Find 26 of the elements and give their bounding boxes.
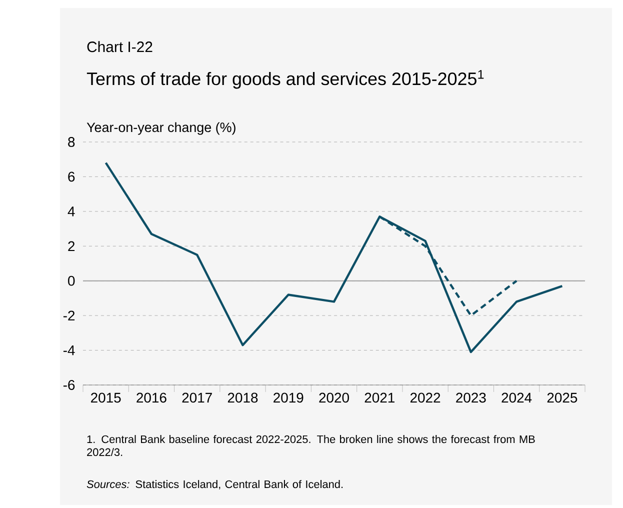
chart-title: Chart I-22 [87,41,152,52]
y-tick-label: 6 [68,172,75,182]
x-tick-label: 2024 [502,392,532,403]
y-tick-label: 0 [68,276,75,286]
x-tick-label: 2022 [410,392,440,403]
x-tick-label: 2017 [182,392,212,403]
line-series [104,162,564,354]
x-tick-label: 2023 [456,392,486,403]
y-axis-title: Year-on-year change (%) [86,122,236,135]
x-tick-label: 2019 [274,392,304,403]
x-tick-label: 2020 [319,392,349,403]
y-tick-label: -4 [63,345,75,356]
x-tick-label: 2015 [91,392,121,403]
text: 1. Central Bank baseline forecast 2022-2025. The broken line shows the forecast from MB 2022/3. [87,435,535,456]
x-tick-label: 2018 [228,392,258,403]
x-tick-label: 2016 [136,392,166,403]
y-tick-label: -2 [63,310,75,320]
y-tick-label: 2 [68,241,75,252]
line-series [378,216,518,317]
y-tick-label: 4 [68,206,75,216]
y-tick-label: 8 [68,137,75,147]
x-tick-label: 2025 [547,392,578,403]
y-tick-label: -6 [63,380,75,390]
chart-subtitle: Terms of trade for goods and services 2015-2025$^{1}$ [86,70,484,89]
text: Sources: Statistics Iceland, Central Bank of Iceland. [86,480,343,490]
x-tick-label: 2021 [364,392,394,403]
